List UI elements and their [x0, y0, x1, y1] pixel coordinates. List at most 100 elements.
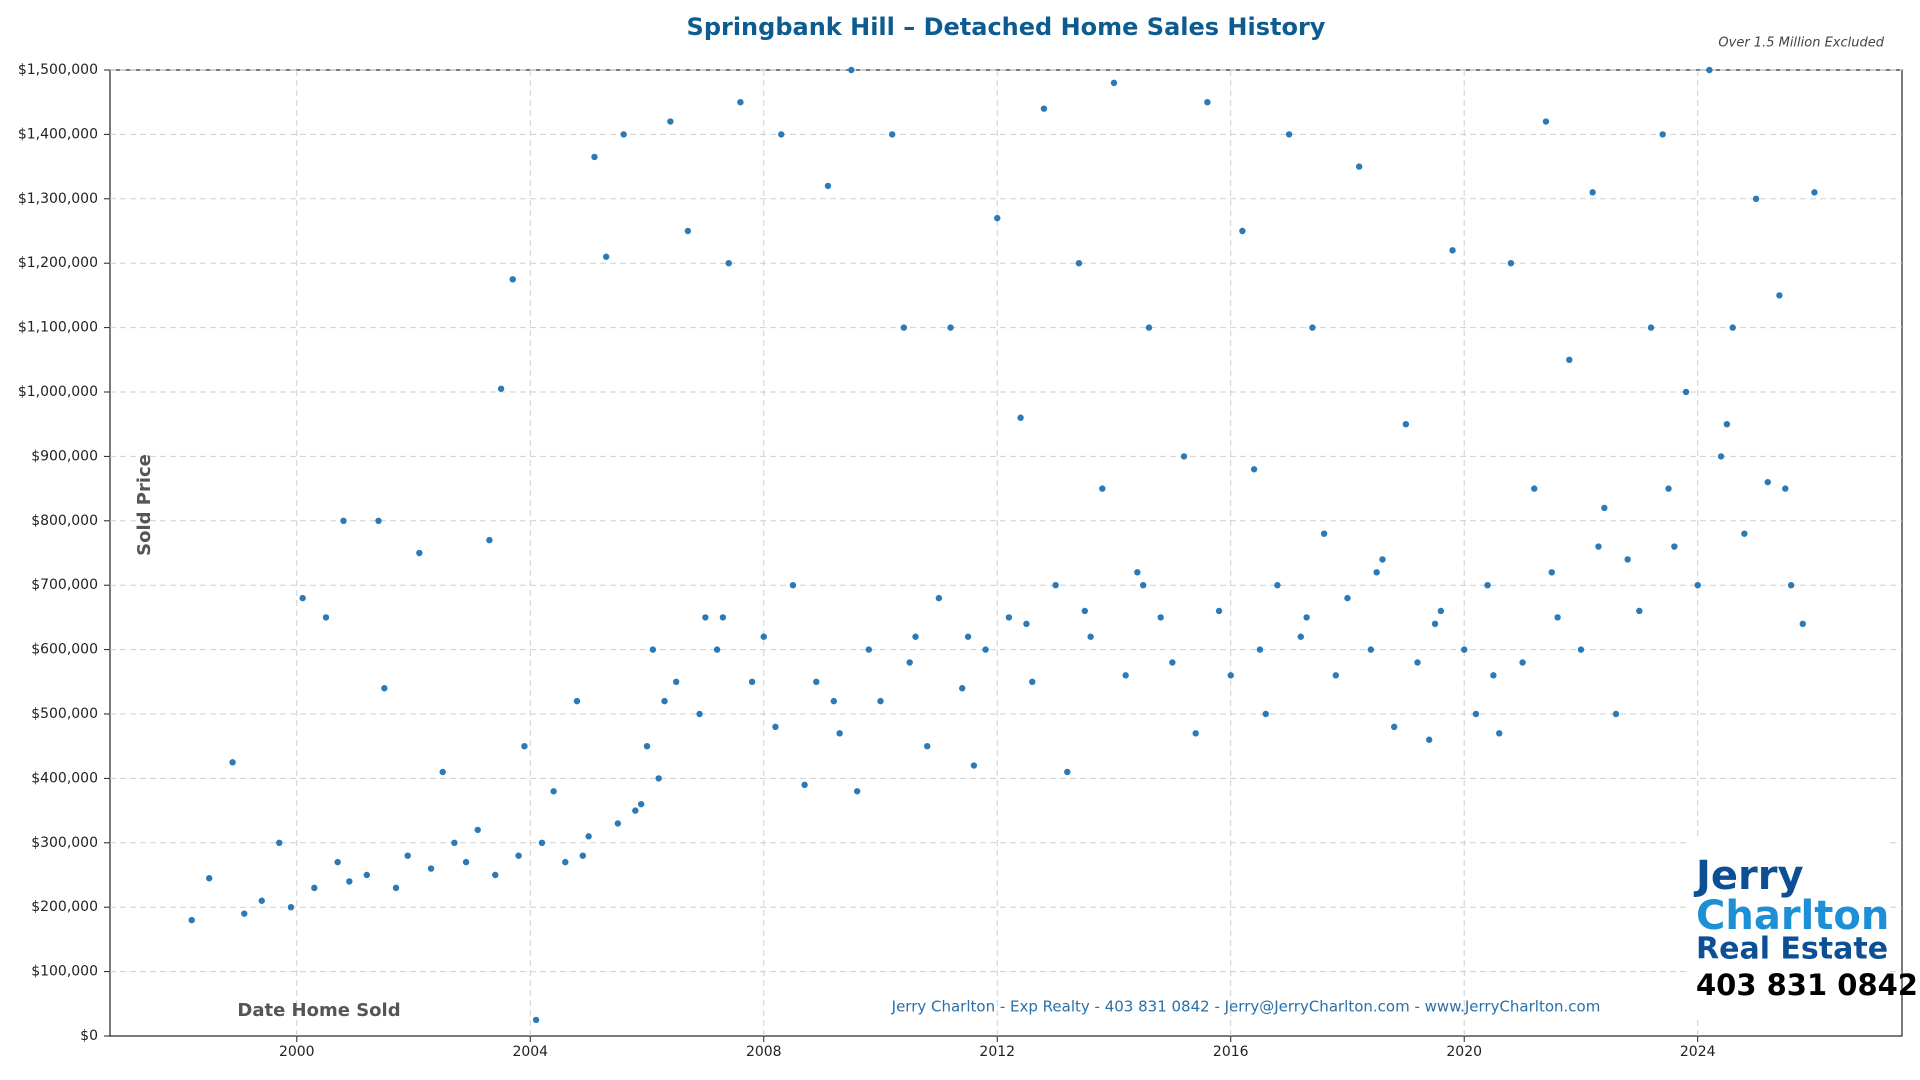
y-axis-label: Sold Price [134, 454, 155, 556]
point [865, 646, 873, 653]
point [1180, 453, 1188, 460]
y-tick-label: $200,000 [31, 899, 98, 915]
x-tick-label: 2024 [1680, 1044, 1716, 1060]
point [1682, 388, 1690, 396]
y-tick-label: $500,000 [31, 706, 98, 722]
y-tick-label: $1,300,000 [18, 191, 98, 207]
point [1507, 260, 1515, 267]
logo-line2: Charlton [1696, 893, 1889, 939]
point [1320, 530, 1328, 537]
point [451, 839, 458, 846]
point [1811, 189, 1818, 196]
point [1425, 736, 1433, 743]
point [579, 852, 587, 859]
y-tick-label: $1,500,000 [18, 62, 98, 78]
point [509, 276, 516, 283]
point [591, 153, 598, 161]
point [375, 517, 382, 524]
point [772, 723, 779, 731]
point [614, 820, 622, 827]
point [1636, 607, 1643, 615]
point [1659, 131, 1666, 138]
point [241, 910, 248, 917]
x-tick-label: 2016 [1213, 1044, 1249, 1060]
point [1799, 620, 1806, 628]
point [760, 633, 767, 640]
point [1274, 582, 1281, 589]
point [1099, 485, 1106, 492]
point [1379, 556, 1386, 563]
point [439, 768, 446, 776]
point [492, 871, 499, 879]
point [562, 858, 569, 866]
point [1204, 99, 1211, 106]
point [1437, 607, 1445, 615]
point [1081, 607, 1089, 615]
point [696, 710, 703, 718]
point [906, 659, 913, 666]
point [643, 743, 651, 750]
point [684, 227, 692, 235]
point [1332, 672, 1339, 679]
point [1729, 324, 1736, 331]
point [474, 826, 481, 834]
x-tick-label: 2008 [746, 1044, 782, 1060]
point [1250, 466, 1258, 473]
y-tick-label: $700,000 [31, 577, 98, 593]
point [381, 685, 388, 692]
point [532, 1016, 540, 1024]
point [1624, 556, 1631, 563]
point [1309, 324, 1316, 331]
subtitle: Over 1.5 Million Excluded [1718, 36, 1884, 51]
point [982, 646, 989, 653]
point [427, 865, 435, 872]
point [1023, 620, 1030, 628]
point [923, 743, 931, 750]
point [1542, 118, 1550, 125]
point [1262, 710, 1269, 718]
point [853, 788, 861, 795]
point [1595, 543, 1602, 550]
point [1139, 582, 1147, 589]
point [673, 678, 680, 685]
point [661, 697, 668, 705]
y-tick-label: $100,000 [31, 964, 98, 980]
point [824, 182, 832, 190]
point [299, 594, 306, 602]
point [848, 66, 855, 74]
point [521, 743, 528, 750]
point [655, 775, 662, 782]
point [1490, 672, 1497, 679]
point [462, 858, 470, 866]
point [1647, 324, 1655, 331]
point [900, 324, 908, 331]
point [1548, 569, 1555, 576]
point [620, 131, 627, 138]
point [1566, 356, 1573, 363]
y-tick-label: $1,200,000 [18, 255, 98, 271]
point [392, 884, 400, 892]
x-tick-label: 2000 [279, 1044, 315, 1060]
logo-line3: Real Estate [1696, 932, 1888, 967]
point [1764, 478, 1771, 486]
y-tick-label: $600,000 [31, 642, 98, 658]
point [229, 759, 236, 766]
point [947, 324, 954, 331]
point [602, 253, 610, 260]
point [1134, 569, 1141, 576]
point [1472, 710, 1480, 718]
point [1741, 530, 1748, 537]
point [1169, 659, 1176, 666]
point [1215, 607, 1223, 615]
point [632, 807, 639, 814]
point [959, 685, 966, 692]
point [1717, 453, 1725, 460]
point [346, 878, 353, 885]
point [702, 614, 709, 621]
point [801, 781, 808, 789]
point [311, 884, 318, 892]
point [1192, 730, 1199, 737]
y-tick-label: $800,000 [31, 513, 98, 529]
point [206, 875, 213, 882]
